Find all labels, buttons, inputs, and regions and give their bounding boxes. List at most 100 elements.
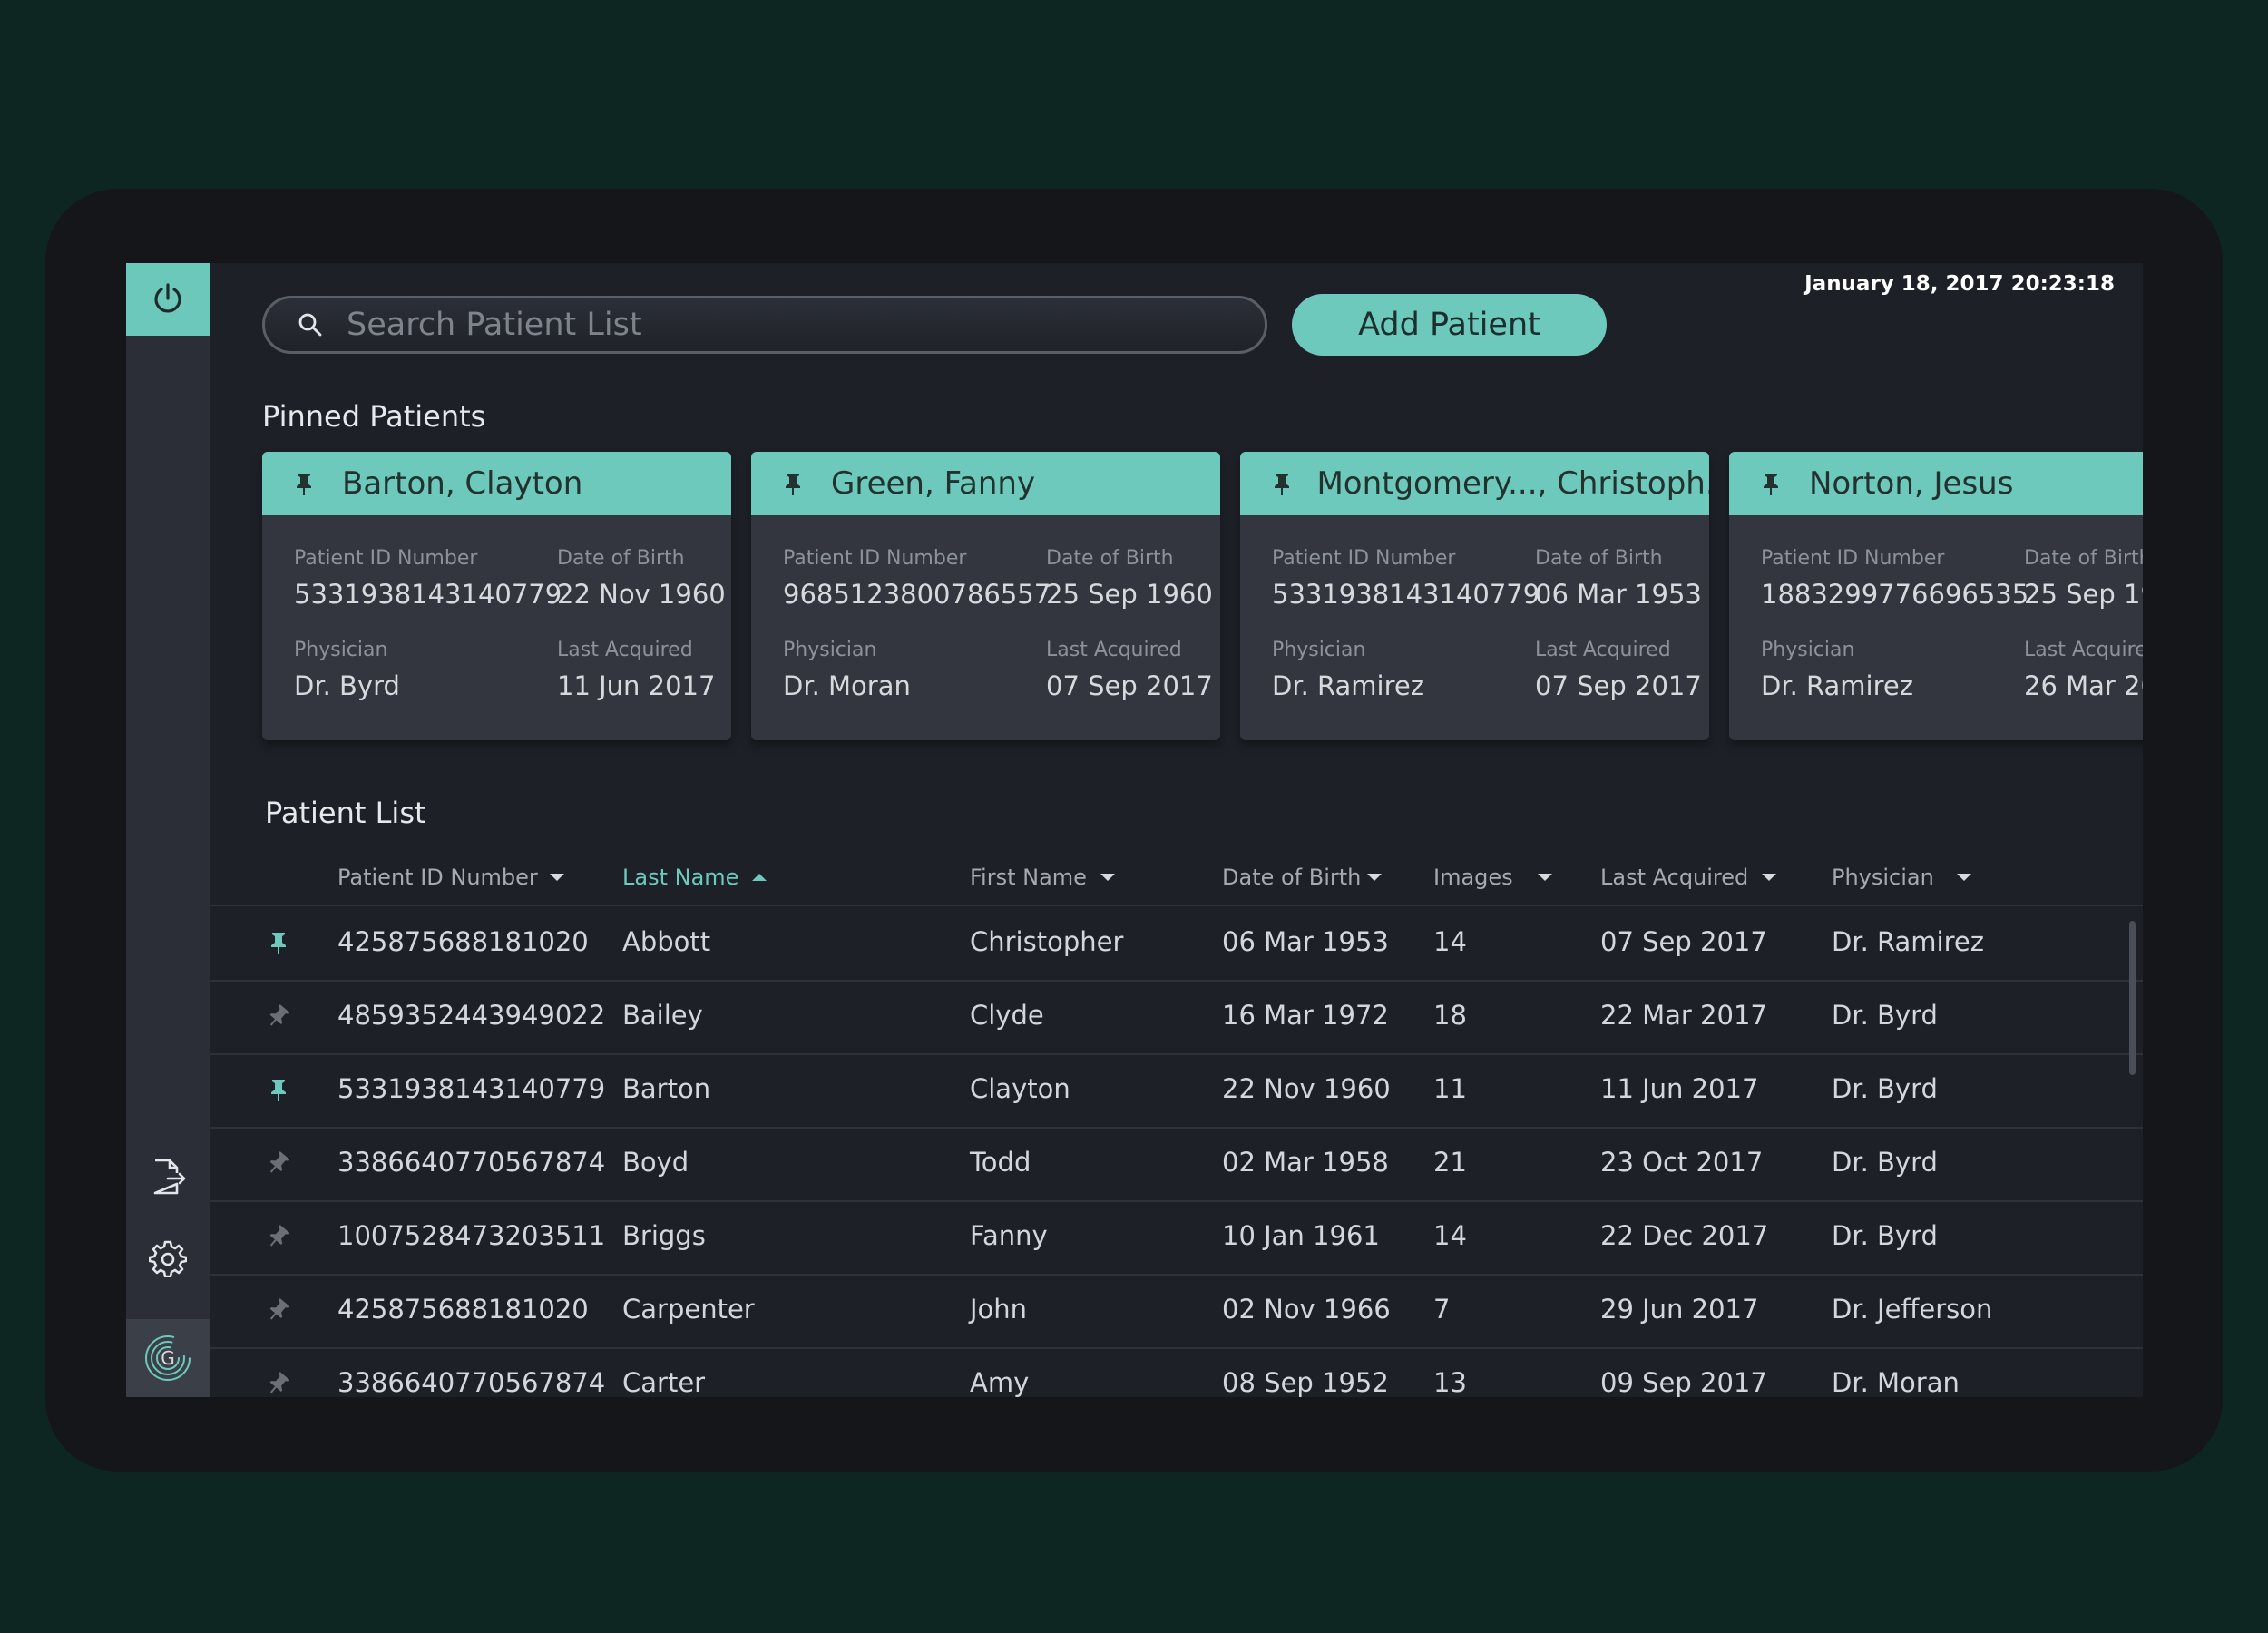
search-bar[interactable] — [262, 296, 1267, 354]
export-file-icon — [153, 1159, 186, 1195]
cell-first-name: Amy — [970, 1367, 1030, 1397]
last-acquired-value: 11 Jun 2017 — [557, 670, 716, 701]
cell-first-name: Clyde — [970, 1000, 1044, 1031]
column-label: Images — [1433, 865, 1513, 890]
last-acquired-label: Last Acquired — [1046, 639, 1182, 661]
header-col-last-name[interactable]: Last Name — [622, 865, 767, 890]
pinned-card-header[interactable]: Green, Fanny — [751, 452, 1220, 515]
patient-list-title: Patient List — [265, 796, 426, 830]
cell-physician: Dr. Byrd — [1832, 1220, 1938, 1251]
table-scrollbar[interactable] — [2129, 921, 2136, 1075]
patient-id-value: 5331938143140779 — [294, 579, 562, 610]
pinned-card-header[interactable]: Montgomery..., Christoph... — [1240, 452, 1709, 515]
physician-label: Physician — [783, 639, 877, 661]
unpinned-icon[interactable] — [268, 1150, 290, 1179]
cell-last-name: Barton — [622, 1073, 711, 1104]
header-col-physician[interactable]: Physician — [1832, 865, 1972, 890]
cell-images: 11 — [1433, 1073, 1467, 1104]
cell-images: 18 — [1433, 1000, 1467, 1031]
dob-value: 25 Sep 196 — [2024, 579, 2143, 610]
cell-physician: Dr. Byrd — [1832, 1073, 1938, 1104]
app-screen: G Add Patient January 18, 2017 20:23:18 … — [126, 263, 2143, 1397]
pinned-icon[interactable] — [268, 1077, 289, 1106]
cell-images: 13 — [1433, 1367, 1467, 1397]
unpinned-icon[interactable] — [268, 1003, 290, 1032]
table-row[interactable]: 1007528473203511 Briggs Fanny 10 Jan 1961 14… — [210, 1202, 2143, 1276]
table-row[interactable]: 4859352443949022 Bailey Clyde 16 Mar 1972 18… — [210, 982, 2143, 1055]
unpinned-icon[interactable] — [268, 1224, 290, 1253]
cell-patient-id: 425875688181020 — [337, 1294, 589, 1325]
cell-patient-id: 5331938143140779 — [337, 1073, 606, 1104]
table-row[interactable]: 425875688181020 Carpenter John 02 Nov 1966 7… — [210, 1276, 2143, 1349]
physician-label: Physician — [1761, 639, 1855, 661]
pinned-patient-name: Green, Fanny — [831, 465, 1036, 502]
cell-images: 14 — [1433, 926, 1467, 957]
pin-icon[interactable] — [766, 471, 818, 496]
pinned-patient-card[interactable]: Barton, Clayton Patient ID Number 53319381… — [262, 452, 731, 740]
pinned-icon[interactable] — [268, 930, 289, 959]
patient-id-label: Patient ID Number — [1761, 547, 1945, 570]
pinned-card-header[interactable]: Barton, Clayton — [262, 452, 731, 515]
table-row[interactable]: 3386640770567874 Carter Amy 08 Sep 1952 13 09… — [210, 1349, 2143, 1397]
gear-icon — [149, 1240, 187, 1277]
cell-physician: Dr. Jefferson — [1832, 1294, 1993, 1325]
sidebar: G — [126, 263, 210, 1397]
header-col-first-name[interactable]: First Name — [970, 865, 1116, 890]
cell-physician: Dr. Ramirez — [1832, 926, 1984, 957]
unpinned-icon[interactable] — [268, 1297, 290, 1326]
cell-last-acquired: 09 Sep 2017 — [1600, 1367, 1767, 1397]
dob-value: 06 Mar 1953 — [1535, 579, 1702, 610]
add-patient-button[interactable]: Add Patient — [1292, 294, 1607, 356]
column-label: Patient ID Number — [337, 865, 538, 890]
sort-asc-icon — [752, 874, 767, 881]
dob-label: Date of Birth — [557, 547, 685, 570]
physician-value: Dr. Byrd — [294, 670, 400, 701]
power-button[interactable] — [126, 263, 210, 336]
export-button[interactable] — [126, 1149, 210, 1204]
column-label: Last Acquired — [1600, 865, 1749, 890]
cell-last-name: Boyd — [622, 1147, 689, 1178]
pinned-patient-card[interactable]: Norton, Jesus Patient ID Number 1883299776… — [1729, 452, 2143, 740]
cell-last-name: Carter — [622, 1367, 706, 1397]
header-col-dob[interactable]: Date of Birth — [1222, 865, 1383, 890]
header-col-images[interactable]: Images — [1433, 865, 1553, 890]
cell-last-acquired: 22 Dec 2017 — [1600, 1220, 1769, 1251]
cell-first-name: John — [970, 1294, 1028, 1325]
cell-patient-id: 425875688181020 — [337, 926, 589, 957]
pin-icon[interactable] — [1744, 471, 1796, 496]
dob-label: Date of Birth — [1046, 547, 1174, 570]
power-icon — [154, 283, 181, 313]
cell-dob: 16 Mar 1972 — [1222, 1000, 1389, 1031]
cell-images: 14 — [1433, 1220, 1467, 1251]
cell-patient-id: 4859352443949022 — [337, 1000, 606, 1031]
pinned-patient-card[interactable]: Green, Fanny Patient ID Number 96851238007… — [751, 452, 1220, 740]
column-label: Date of Birth — [1222, 865, 1362, 890]
search-input[interactable] — [345, 306, 1165, 344]
pinned-patient-card[interactable]: Montgomery..., Christoph... Patient ID Nu… — [1240, 452, 1709, 740]
pinned-card-header[interactable]: Norton, Jesus — [1729, 452, 2143, 515]
unpinned-icon[interactable] — [268, 1371, 290, 1397]
svg-text:G: G — [161, 1347, 175, 1369]
pin-icon[interactable] — [277, 471, 329, 496]
header-col-last-acquired[interactable]: Last Acquired — [1600, 865, 1777, 890]
header-col-patient-id[interactable]: Patient ID Number — [337, 865, 565, 890]
last-acquired-value: 07 Sep 2017 — [1535, 670, 1702, 701]
g-logo-icon: G — [145, 1335, 191, 1381]
cell-first-name: Christopher — [970, 926, 1124, 957]
patient-id-value: 5331938143140779 — [1272, 579, 1540, 610]
sort-desc-icon — [1762, 874, 1777, 881]
cell-patient-id: 3386640770567874 — [337, 1367, 606, 1397]
table-row[interactable]: 3386640770567874 Boyd Todd 02 Mar 1958 21 23 … — [210, 1129, 2143, 1202]
pin-icon[interactable] — [1255, 471, 1304, 496]
sort-desc-icon — [549, 874, 564, 881]
patient-id-label: Patient ID Number — [783, 547, 967, 570]
table-row[interactable]: 5331938143140779 Barton Clayton 22 Nov 1960… — [210, 1055, 2143, 1129]
pinned-patient-name: Norton, Jesus — [1809, 465, 2014, 502]
cell-physician: Dr. Moran — [1832, 1367, 1960, 1397]
pinned-patient-name: Montgomery..., Christoph... — [1316, 465, 1709, 502]
dob-label: Date of Birth — [1535, 547, 1663, 570]
settings-button[interactable] — [126, 1231, 210, 1286]
table-row[interactable]: 425875688181020 Abbott Christopher 06 Mar 1… — [210, 908, 2143, 982]
physician-label: Physician — [294, 639, 388, 661]
dob-value: 25 Sep 1960 — [1046, 579, 1213, 610]
